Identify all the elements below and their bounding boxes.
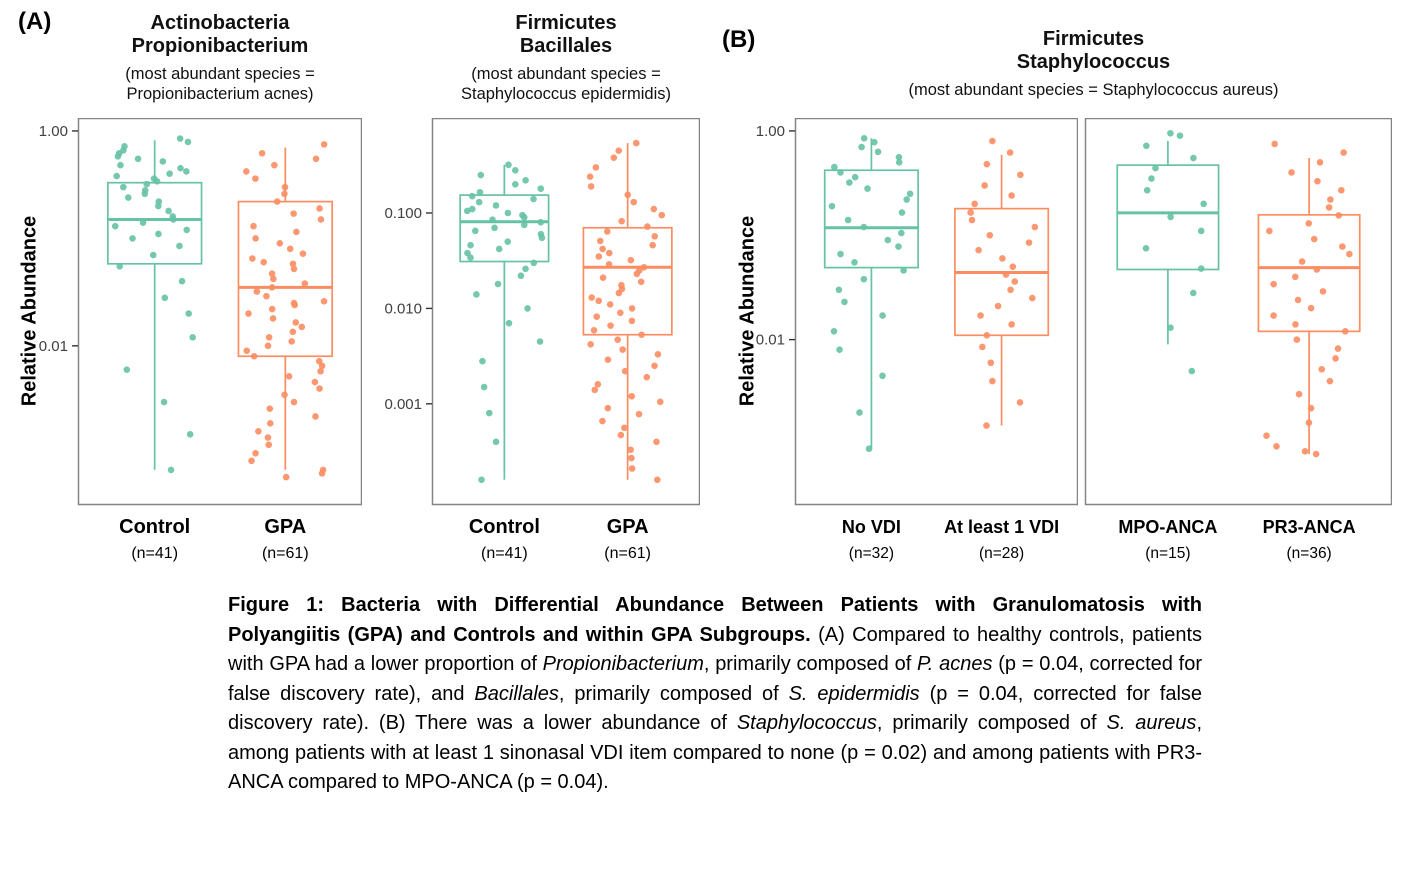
svg-text:(n=28): (n=28) (979, 545, 1024, 562)
svg-text:(n=61): (n=61) (604, 545, 651, 562)
figure-caption: Figure 1: Bacteria with Differential Abu… (228, 591, 1202, 798)
svg-text:0.010: 0.010 (384, 300, 422, 317)
caption-run: , primarily composed of (876, 712, 1107, 734)
svg-text:1.00: 1.00 (39, 123, 68, 140)
boxplot-propionibacterium: 1.00 0.01 Control (n=41) GPA (n=61) (17, 117, 363, 574)
caption-run: S. epidermidis (788, 682, 920, 705)
caption-run: (p = 0.04, corrected for false discovery… (228, 653, 1203, 705)
caption-run: , primarily composed of (703, 653, 918, 675)
plot-svg-firmicutes-bacillales: 0.100 0.010 0.001 Control (n=41) GPA (n=61) (384, 117, 701, 562)
panel-b-label: (B) (722, 26, 756, 53)
boxplot-staphylococcus-anca: MPO-ANCA (n=15) PR3-ANCA (n=36) (1078, 117, 1393, 574)
svg-text:(n=15): (n=15) (1145, 545, 1190, 562)
svg-text:(n=36): (n=36) (1286, 545, 1331, 562)
boxplot-bacillales: 0.100 0.010 0.001 Control (n=41) GPA (n=61) (372, 117, 701, 574)
caption-run: S. aureus (1106, 712, 1197, 734)
svg-text:1.00: 1.00 (756, 123, 785, 140)
plot-svg-firmicutes-staphylococcus-anca: MPO-ANCA (n=15) PR3-ANCA (n=36) (1084, 117, 1393, 562)
plot-svg-firmicutes-staphylococcus-vdi: 1.00 0.01 No VDI (n=32) At least 1 VDI (n=28) (756, 117, 1079, 562)
svg-text:(n=61): (n=61) (262, 545, 309, 562)
plot1-subtitle-line1: (most abundant species = (125, 65, 315, 83)
svg-text:At least 1 VDI: At least 1 VDI (944, 517, 1059, 537)
panel-b-title: Firmicutes Staphylococcus (most abundant… (795, 28, 1392, 100)
panel-b-subtitle: (most abundant species = Staphylococcus … (795, 80, 1392, 100)
svg-text:(n=41): (n=41) (481, 545, 528, 562)
plot1-subtitle: (most abundant species = Propionibacteri… (78, 64, 362, 104)
svg-text:0.001: 0.001 (384, 396, 422, 413)
svg-text:Control: Control (469, 516, 540, 538)
svg-text:MPO-ANCA: MPO-ANCA (1118, 517, 1217, 537)
plot1-title-line1: Actinobacteria (150, 12, 290, 34)
plot2-title: Firmicutes Bacillales (most abundant spe… (432, 12, 700, 104)
svg-text:Control: Control (119, 516, 190, 538)
svg-text:0.100: 0.100 (384, 205, 422, 222)
caption-run: Propionibacterium (542, 653, 704, 675)
svg-text:0.01: 0.01 (39, 338, 68, 355)
svg-text:No VDI: No VDI (842, 517, 901, 537)
plot2-title-line2: Bacillales (519, 35, 613, 57)
svg-text:(n=32): (n=32) (849, 545, 894, 562)
plot2-subtitle: (most abundant species = Staphylococcus … (432, 64, 700, 104)
caption-run: (A) Compared to healthy controls, patien… (228, 623, 1202, 676)
svg-text:GPA: GPA (607, 516, 649, 538)
caption-run: (p = 0.04, corrected for false discovery… (228, 682, 1203, 735)
svg-text:PR3-ANCA: PR3-ANCA (1263, 517, 1356, 537)
plot1-title-line2: Propionibacterium (131, 35, 309, 57)
caption-run: , primarily composed of (558, 682, 789, 705)
plot2-subtitle-line2: Staphylococcus epidermidis) (460, 85, 671, 103)
caption-run: Figure 1: Bacteria with Differential Abu… (228, 594, 1202, 646)
panel-b-title-line2: Staphylococcus (1016, 51, 1171, 73)
panel-a-label: (A) (18, 8, 52, 35)
caption-run: , among patients with at least 1 sinonas… (228, 712, 1202, 793)
svg-text:GPA: GPA (264, 516, 306, 538)
plot2-title-line1: Firmicutes (515, 12, 617, 34)
plot-svg-actinobacteria-propionibacterium: 1.00 0.01 Control (n=41) GPA (n=61) (39, 117, 363, 562)
caption-run: Staphylococcus (736, 712, 877, 734)
panel-b-title-line1: Firmicutes (1042, 28, 1145, 50)
caption-run: Bacillales (474, 682, 559, 705)
svg-text:(n=41): (n=41) (131, 545, 178, 562)
plot2-subtitle-line1: (most abundant species = (471, 65, 661, 83)
svg-text:0.01: 0.01 (756, 332, 785, 349)
caption-run: P. acnes (917, 653, 993, 675)
plot1-subtitle-line2: Propionibacterium acnes) (126, 85, 314, 103)
plot1-title: Actinobacteria Propionibacterium (most a… (78, 12, 362, 104)
boxplot-staphylococcus-vdi: 1.00 0.01 No VDI (n=32) At least 1 VDI (n=28) (735, 117, 1079, 574)
panel-b-subtitle-line1: (most abundant species = Staphylococcus … (908, 81, 1279, 99)
